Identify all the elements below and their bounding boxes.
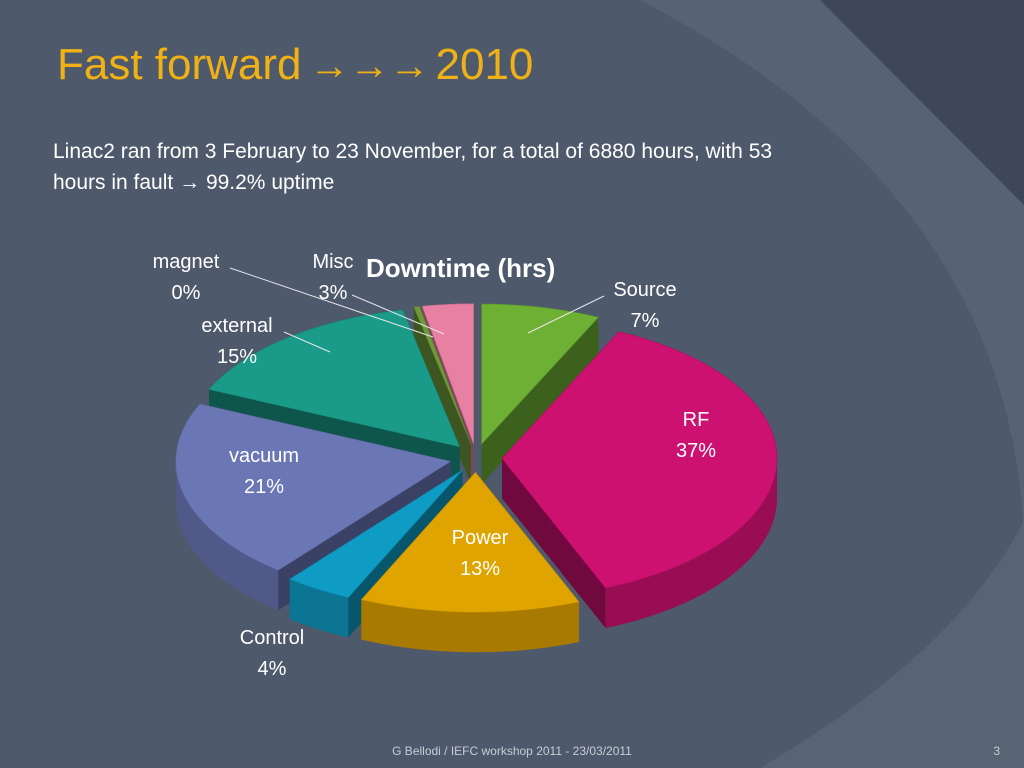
- leader-line-misc: [351, 294, 445, 335]
- summary-line-2-suffix: 99.2% uptime: [205, 171, 335, 194]
- slice-name-label: vacuum: [229, 445, 299, 467]
- slice-name-label: Source: [613, 279, 676, 301]
- title-arrows-icon: →→→: [309, 44, 430, 88]
- arrow-right-icon: →: [179, 171, 201, 194]
- slice-top-face: [421, 303, 474, 444]
- slice-top-face: [289, 469, 463, 598]
- slice-top-face: [175, 403, 452, 571]
- slice-side-face: [501, 458, 606, 629]
- slide-title: Fast forward →→→ 2010: [57, 40, 533, 90]
- slice-outer-wall: [175, 461, 279, 611]
- summary-line-2-prefix: hours in fault: [53, 171, 174, 194]
- leader-line-external: [283, 331, 331, 353]
- slice-side-face: [481, 317, 599, 485]
- page-number: 3: [993, 744, 1000, 758]
- slice-percent-label: 21%: [244, 476, 284, 498]
- slice-top-face: [360, 471, 580, 613]
- slice-name-label: Power: [452, 527, 509, 549]
- pie-slice-rf: [501, 331, 778, 629]
- leader-line-magnet: [229, 267, 434, 338]
- slice-percent-label: 15%: [217, 346, 257, 368]
- leader-line-source: [527, 295, 605, 334]
- background-corner-triangle: [820, 0, 1024, 205]
- summary-line-1: Linac2 ran from 3 February to 23 Novembe…: [53, 140, 773, 163]
- background-arc-large: [640, 0, 1024, 768]
- slice-percent-label: 7%: [631, 310, 660, 332]
- slice-outer-wall: [605, 458, 777, 629]
- slice-outer-wall: [289, 579, 349, 638]
- pie-slice-source: [481, 303, 599, 485]
- chart-title: Downtime (hrs): [366, 253, 556, 283]
- slice-percent-label: 0%: [172, 282, 201, 304]
- slice-name-label: external: [201, 315, 272, 337]
- slice-top-face: [413, 306, 472, 445]
- slice-name-label: Misc: [312, 251, 353, 273]
- pie-slice-power: [360, 471, 580, 653]
- slice-percent-label: 13%: [460, 558, 500, 580]
- footer-text: G Bellodi / IEFC workshop 2011 - 23/03/2…: [392, 744, 632, 758]
- uptime-summary: Linac2 ran from 3 February to 23 Novembe…: [53, 136, 953, 198]
- slice-name-label: magnet: [153, 251, 220, 273]
- slice-percent-label: 4%: [258, 658, 287, 680]
- slice-name-label: Control: [240, 627, 304, 649]
- slice-top-face: [481, 303, 599, 445]
- slice-percent-label: 3%: [319, 282, 348, 304]
- slice-outer-wall: [361, 599, 580, 653]
- slice-top-face: [208, 309, 461, 448]
- title-year: 2010: [435, 40, 534, 89]
- background-arc-bottom: [760, 520, 1024, 768]
- slice-percent-label: 37%: [676, 440, 716, 462]
- slice-top-face: [501, 331, 778, 589]
- slice-name-label: RF: [683, 409, 710, 431]
- title-text: Fast forward: [57, 40, 302, 89]
